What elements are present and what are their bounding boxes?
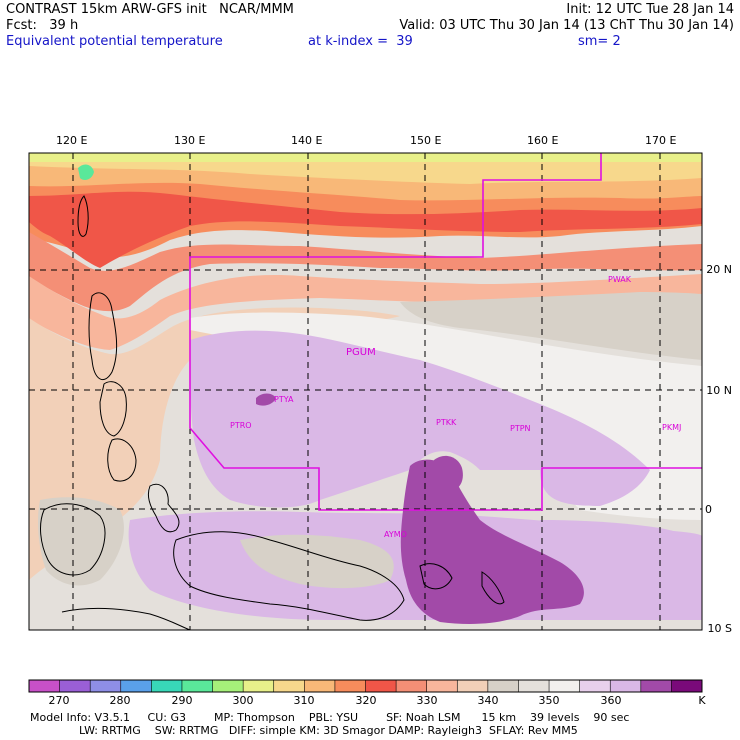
colorbar-swatch (151, 680, 183, 692)
lat-label-10n: 10 N (706, 384, 732, 397)
colorbar-label-310: 310 (293, 694, 315, 707)
colorbar-label-280: 280 (109, 694, 131, 707)
colorbar-swatch (59, 680, 91, 692)
station-pgum: PGUM (346, 347, 376, 358)
colorbar-swatch (212, 680, 244, 692)
band-335 (29, 191, 702, 268)
theta-e-field (29, 153, 702, 630)
colorbar-label-350: 350 (538, 694, 560, 707)
coast-sulawesi (147, 483, 180, 533)
coast-solomons (481, 571, 505, 605)
coast-timor (61, 607, 191, 630)
lat-label-equator: 0 (705, 503, 712, 516)
level-index: at k-index = 39 (308, 34, 413, 49)
lon-label-140e: 140 E (291, 134, 323, 147)
band-370-core (400, 459, 584, 624)
init-time: Init: 12 UTC Tue 28 Jan 14 (566, 2, 734, 17)
lon-label-170e: 170 E (645, 134, 677, 147)
coast-visayas (99, 381, 127, 437)
lon-label-130e: 130 E (174, 134, 206, 147)
colorbar-swatch (90, 680, 122, 692)
smoothing-value: sm= 2 (578, 34, 621, 49)
coast-luzon (88, 292, 118, 381)
band-365-main (190, 330, 650, 508)
coast-borneo (40, 503, 106, 576)
lat-label-10s: 10 S (707, 622, 732, 635)
colorbar-swatch (304, 680, 336, 692)
coast-taiwan (77, 195, 89, 237)
colorbar-swatch (181, 680, 213, 692)
model-title: CONTRAST 15km ARW-GFS init NCAR/MMM (6, 2, 294, 17)
lat-label-20n: 20 N (706, 263, 732, 276)
colorbar-swatch (579, 680, 611, 692)
coast-mindanao (107, 438, 137, 482)
colorbar-swatch (273, 680, 305, 692)
colorbar-swatch (518, 680, 550, 692)
valid-time: Valid: 03 UTC Thu 30 Jan 14 (13 ChT Thu … (399, 18, 734, 33)
lon-label-150e: 150 E (410, 134, 442, 147)
colorbar-label-340: 340 (477, 694, 499, 707)
lon-label-160e: 160 E (527, 134, 559, 147)
colorbar-swatch (29, 680, 60, 692)
colorbar-label-300: 300 (232, 694, 254, 707)
station-ptro: PTRO (230, 421, 252, 430)
forecast-hour: Fcst: 39 h (6, 18, 79, 33)
colorbar-label-320: 320 (355, 694, 377, 707)
lon-label-120e: 120 E (56, 134, 88, 147)
station-ptkk: PTKK (436, 418, 457, 427)
colorbar-label-290: 290 (171, 694, 193, 707)
station-aymo: AYMO (384, 530, 407, 539)
band-370-ptya (256, 393, 276, 406)
coast-newguinea (173, 531, 405, 621)
colorbar-swatch (671, 680, 703, 692)
boundary-line (189, 153, 702, 511)
colorbar-swatch (610, 680, 642, 692)
color-bar (28, 679, 703, 693)
band-345 (29, 274, 702, 350)
coastlines (40, 195, 505, 630)
colorbar-swatch (120, 680, 152, 692)
colorbar-swatch (365, 680, 397, 692)
model-info-line1: Model Info: V3.5.1 CU: G3 MP: Thompson P… (30, 711, 630, 724)
band-340 (29, 232, 702, 312)
colorbar-swatch (396, 680, 427, 692)
coast-newbritain (419, 563, 453, 590)
plot-frame (28, 152, 703, 631)
grey-patch-newguinea (240, 534, 394, 589)
band-370-small (432, 455, 463, 491)
band-325 (29, 166, 702, 206)
colorbar-swatch (640, 680, 672, 692)
station-pkmj: PKMJ (662, 423, 681, 432)
colorbar-swatch (487, 680, 519, 692)
colorbar-swatch (426, 680, 458, 692)
station-ptya: PTYA (274, 395, 294, 404)
model-info-line2: LW: RRTMG SW: RRTMG DIFF: simple KM: 3D … (30, 724, 578, 737)
colorbar-swatch (334, 680, 366, 692)
station-ptpn: PTPN (510, 424, 531, 433)
colorbar-label-360: 360 (600, 694, 622, 707)
band-350-west (29, 307, 400, 580)
colorbar-label-270: 270 (48, 694, 70, 707)
lat-lon-grid (29, 153, 702, 630)
field-name: Equivalent potential temperature (6, 34, 223, 49)
colorbar-unit: K (698, 694, 706, 707)
band-330-taiwan (78, 164, 94, 180)
colorbar-swatch (457, 680, 489, 692)
colorbar-label-330: 330 (416, 694, 438, 707)
colorbar-swatch (243, 680, 275, 692)
band-355 (400, 292, 702, 360)
station-pwak: PWAK (608, 275, 632, 284)
colorbar-swatch (549, 680, 580, 692)
